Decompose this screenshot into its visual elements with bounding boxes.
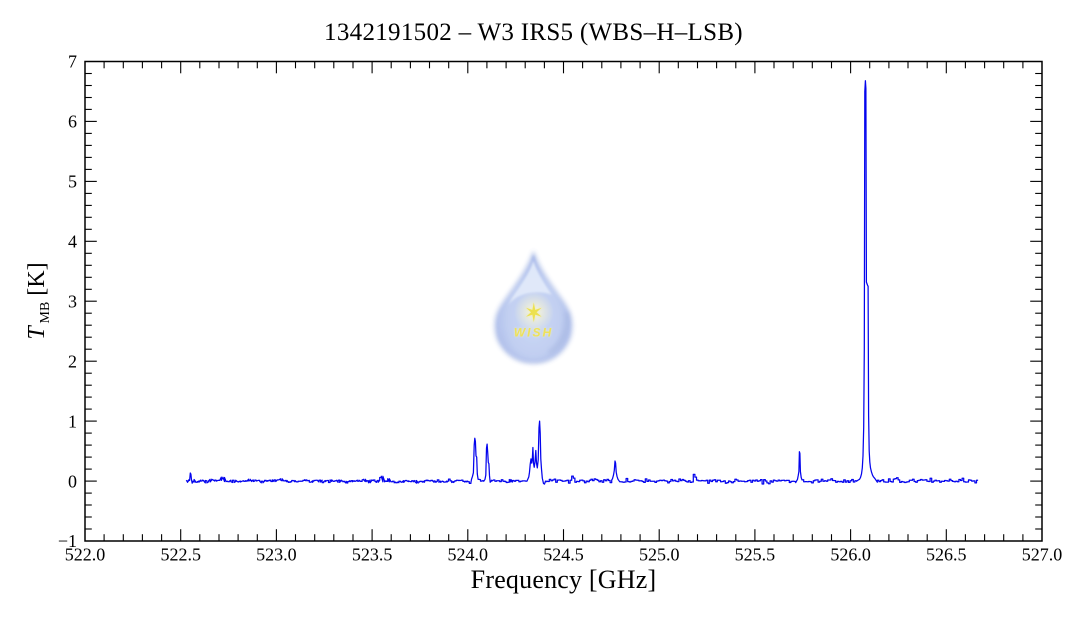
svg-text:524.0: 524.0 (448, 545, 489, 565)
svg-text:−1: −1 (58, 531, 77, 551)
svg-text:7: 7 (68, 52, 77, 72)
svg-text:522.5: 522.5 (160, 545, 201, 565)
svg-text:0: 0 (68, 471, 77, 491)
svg-text:523.0: 523.0 (256, 545, 297, 565)
svg-text:523.5: 523.5 (352, 545, 393, 565)
svg-text:WISH: WISH (514, 326, 553, 340)
svg-text:4: 4 (68, 232, 77, 252)
svg-text:527.0: 527.0 (1022, 545, 1063, 565)
svg-text:T MB [K]: T MB [K] (24, 262, 53, 339)
svg-text:526.5: 526.5 (926, 545, 967, 565)
svg-text:3: 3 (68, 291, 77, 311)
svg-text:5: 5 (68, 172, 77, 192)
svg-text:Frequency [GHz]: Frequency [GHz] (471, 565, 657, 594)
svg-text:2: 2 (68, 351, 77, 371)
svg-text:525.0: 525.0 (639, 545, 680, 565)
svg-text:1342191502 – W3 IRS5 (WBS–H–LS: 1342191502 – W3 IRS5 (WBS–H–LSB) (324, 19, 743, 46)
svg-text:WISH: WISH (514, 326, 553, 340)
svg-text:1: 1 (68, 411, 77, 431)
svg-text:525.5: 525.5 (735, 545, 776, 565)
svg-text:526.0: 526.0 (830, 545, 871, 565)
svg-text:524.5: 524.5 (543, 545, 584, 565)
svg-text:522.0: 522.0 (65, 545, 106, 565)
svg-text:6: 6 (68, 112, 77, 132)
